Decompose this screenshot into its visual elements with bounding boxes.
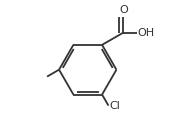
Text: OH: OH bbox=[138, 28, 155, 38]
Text: Cl: Cl bbox=[109, 101, 120, 111]
Text: O: O bbox=[119, 5, 128, 15]
